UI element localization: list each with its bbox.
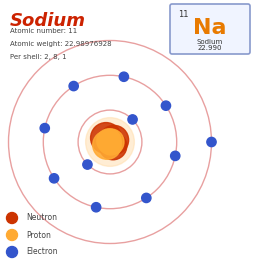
Circle shape [171,151,180,160]
Circle shape [69,81,78,91]
Circle shape [99,132,127,160]
Text: Sodium: Sodium [197,39,223,45]
Text: Neutron: Neutron [26,213,57,223]
Circle shape [128,115,137,124]
Circle shape [6,213,17,223]
FancyBboxPatch shape [170,4,250,54]
Circle shape [161,101,171,110]
Circle shape [98,129,124,155]
Text: 22.990: 22.990 [198,45,222,51]
Circle shape [97,129,121,153]
Circle shape [207,137,216,147]
Text: Sodium: Sodium [10,12,86,30]
Circle shape [142,193,151,202]
Text: Na: Na [193,18,227,38]
Circle shape [6,230,17,241]
Circle shape [93,131,121,159]
Circle shape [40,123,49,133]
Text: Proton: Proton [26,230,51,239]
Circle shape [86,118,134,166]
Text: Atomic weight: 22.98976928: Atomic weight: 22.98976928 [10,41,112,47]
Text: Per shell: 2, 8, 1: Per shell: 2, 8, 1 [10,54,67,60]
Text: Atomic number: 11: Atomic number: 11 [10,28,77,34]
Circle shape [6,246,17,258]
Text: Electron: Electron [26,248,57,256]
Circle shape [49,174,59,183]
Circle shape [119,72,128,81]
Circle shape [90,123,121,153]
Circle shape [99,125,129,155]
Circle shape [83,160,92,169]
Text: 11: 11 [178,10,188,19]
Circle shape [92,203,101,212]
